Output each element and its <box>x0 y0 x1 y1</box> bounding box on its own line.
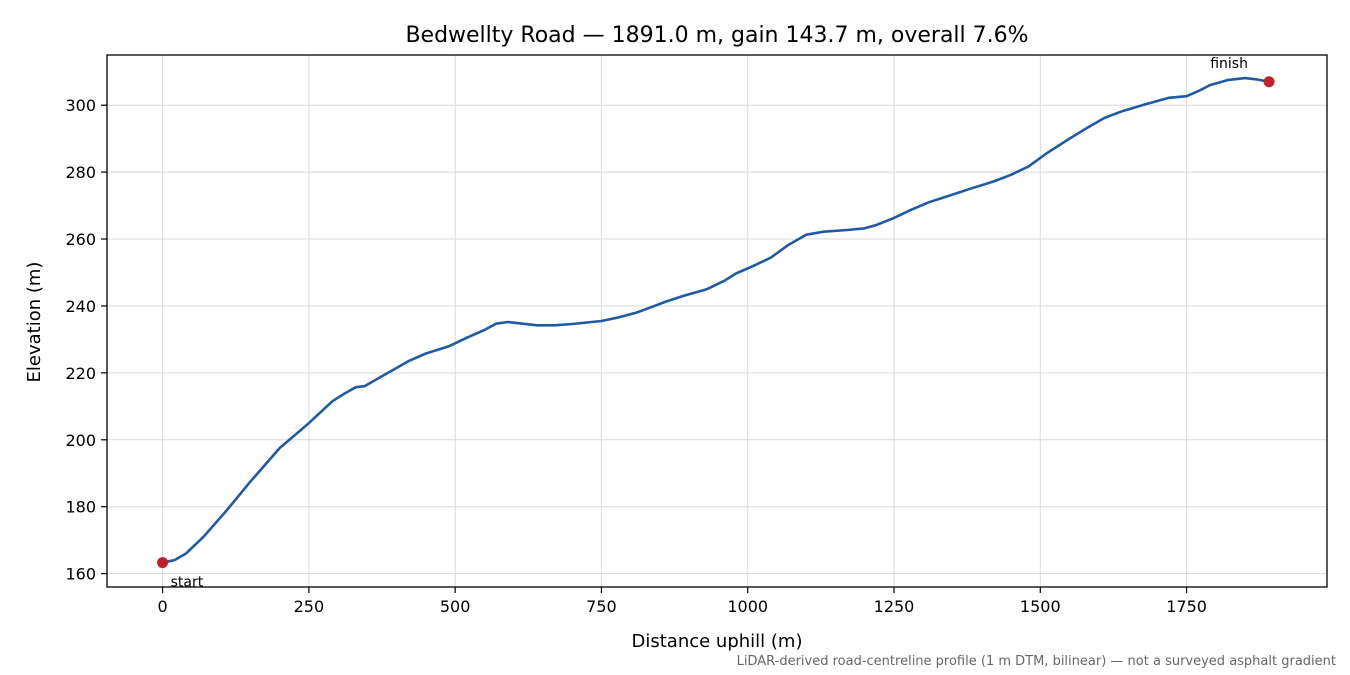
x-tick-label: 1750 <box>1166 597 1207 616</box>
y-tick-label: 260 <box>65 230 96 249</box>
x-axis-label: Distance uphill (m) <box>632 631 803 652</box>
footnote: LiDAR-derived road-centreline profile (1… <box>737 654 1336 669</box>
y-tick-label: 160 <box>65 565 96 584</box>
x-tick-label: 1000 <box>727 597 768 616</box>
grid-lines <box>107 55 1327 587</box>
x-tick-label: 1500 <box>1020 597 1061 616</box>
x-tick-label: 500 <box>440 597 471 616</box>
y-axis-ticks: 160 180 200 220 240 260 280 300 <box>65 96 107 584</box>
markers-layer: start finish <box>157 56 1275 591</box>
series-layer <box>161 76 1271 564</box>
start-marker <box>157 557 169 569</box>
finish-marker <box>1263 76 1275 88</box>
start-label: start <box>171 575 204 591</box>
y-axis-label: Elevation (m) <box>24 262 45 383</box>
chart-title: Bedwellty Road — 1891.0 m, gain 143.7 m,… <box>405 23 1028 48</box>
y-tick-label: 220 <box>65 364 96 383</box>
y-tick-label: 240 <box>65 297 96 316</box>
y-tick-label: 200 <box>65 431 96 450</box>
elevation-line <box>161 76 1271 564</box>
y-tick-label: 300 <box>65 96 96 115</box>
x-tick-label: 250 <box>294 597 325 616</box>
x-tick-label: 1250 <box>874 597 915 616</box>
x-tick-label: 0 <box>157 597 167 616</box>
y-tick-label: 280 <box>65 163 96 182</box>
y-tick-label: 180 <box>65 498 96 517</box>
plot-frame <box>106 54 1328 588</box>
x-axis-ticks: 0 250 500 750 1000 1250 1500 1750 <box>157 587 1207 616</box>
x-tick-label: 750 <box>586 597 617 616</box>
finish-label: finish <box>1210 56 1248 72</box>
